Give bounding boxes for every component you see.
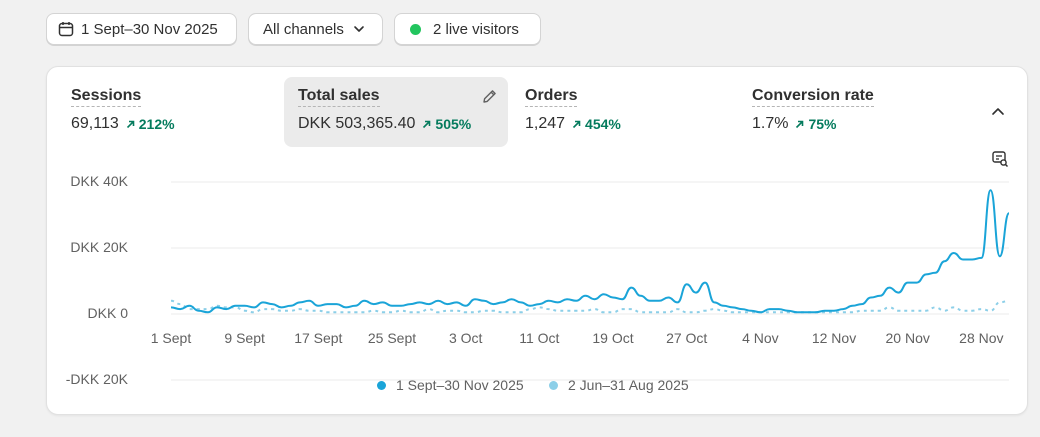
x-tick-label: 25 Sept bbox=[367, 330, 417, 346]
channels-dropdown[interactable]: All channels bbox=[248, 13, 383, 45]
metric-change: 75% bbox=[795, 116, 837, 132]
x-tick-label: 12 Nov bbox=[811, 330, 857, 346]
x-tick-label: 11 Oct bbox=[519, 330, 560, 346]
x-tick-label: 20 Nov bbox=[885, 330, 930, 346]
legend-swatch bbox=[377, 380, 386, 390]
date-range-button[interactable]: 1 Sept–30 Nov 2025 bbox=[46, 13, 237, 45]
metric-value: 1,247 bbox=[525, 115, 566, 132]
channels-label: All channels bbox=[263, 20, 344, 38]
x-tick-label: 4 Nov bbox=[742, 330, 779, 346]
legend-previous[interactable]: 2 Jun–31 Aug 2025 bbox=[549, 377, 689, 393]
x-tick-label: 1 Sept bbox=[150, 330, 192, 346]
metric-conversion-rate[interactable]: Conversion rate 1.7% 75% bbox=[738, 77, 958, 147]
pencil-icon[interactable] bbox=[481, 88, 498, 110]
metric-label: Total sales bbox=[298, 87, 380, 107]
metric-sessions[interactable]: Sessions 69,113 212% bbox=[57, 77, 277, 147]
legend-label: 2 Jun–31 Aug 2025 bbox=[568, 377, 689, 393]
metric-label: Conversion rate bbox=[752, 87, 874, 107]
arrow-up-right-icon bbox=[126, 120, 135, 128]
arrow-up-right-icon bbox=[423, 120, 431, 128]
legend-current[interactable]: 1 Sept–30 Nov 2025 bbox=[377, 377, 524, 393]
x-tick-label: 27 Oct bbox=[666, 330, 708, 346]
arrow-up-right-icon bbox=[796, 120, 804, 128]
metric-label: Sessions bbox=[71, 87, 142, 107]
live-visitors-button[interactable]: 2 live visitors bbox=[394, 13, 541, 45]
x-tick-label: 9 Sept bbox=[224, 330, 265, 346]
y-tick-label: DKK 0 bbox=[87, 305, 128, 321]
arrow-up-right-icon bbox=[572, 120, 581, 128]
x-tick-label: 19 Oct bbox=[592, 330, 634, 346]
x-tick-label: 17 Sept bbox=[294, 330, 343, 346]
live-visitors-label: 2 live visitors bbox=[433, 20, 519, 38]
metric-value: DKK 503,365.40 bbox=[298, 115, 416, 132]
x-tick-label: 3 Oct bbox=[448, 330, 483, 346]
metric-total-sales[interactable]: Total sales DKK 503,365.40 505% bbox=[284, 77, 508, 147]
legend-label: 1 Sept–30 Nov 2025 bbox=[396, 377, 524, 393]
metric-orders[interactable]: Orders 1,247 454% bbox=[511, 77, 731, 147]
legend-swatch bbox=[549, 380, 558, 390]
x-tick-label: 28 Nov bbox=[959, 330, 1004, 346]
metric-change: 454% bbox=[572, 116, 621, 132]
series-line-previous bbox=[170, 299, 1010, 314]
live-indicator-icon bbox=[410, 23, 421, 35]
analytics-card: Sessions 69,113 212% Total sales DKK 503… bbox=[46, 66, 1028, 415]
y-tick-label: DKK 40K bbox=[70, 173, 128, 189]
date-range-label: 1 Sept–30 Nov 2025 bbox=[81, 20, 218, 38]
metric-label: Orders bbox=[525, 87, 578, 107]
metric-value: 69,113 bbox=[71, 115, 119, 132]
series-line-current bbox=[170, 189, 1010, 314]
calendar-icon bbox=[58, 21, 74, 37]
y-tick-label: DKK 20K bbox=[70, 239, 128, 255]
chevron-down-icon bbox=[353, 23, 365, 35]
y-tick-label: -DKK 20K bbox=[65, 371, 128, 387]
metric-change: 505% bbox=[422, 116, 471, 132]
metric-change: 212% bbox=[126, 116, 175, 132]
chevron-up-icon[interactable] bbox=[990, 104, 1006, 125]
chart-analysis-icon[interactable] bbox=[991, 150, 1009, 173]
metric-value: 1.7% bbox=[752, 115, 789, 132]
sales-line-chart bbox=[170, 181, 1010, 381]
